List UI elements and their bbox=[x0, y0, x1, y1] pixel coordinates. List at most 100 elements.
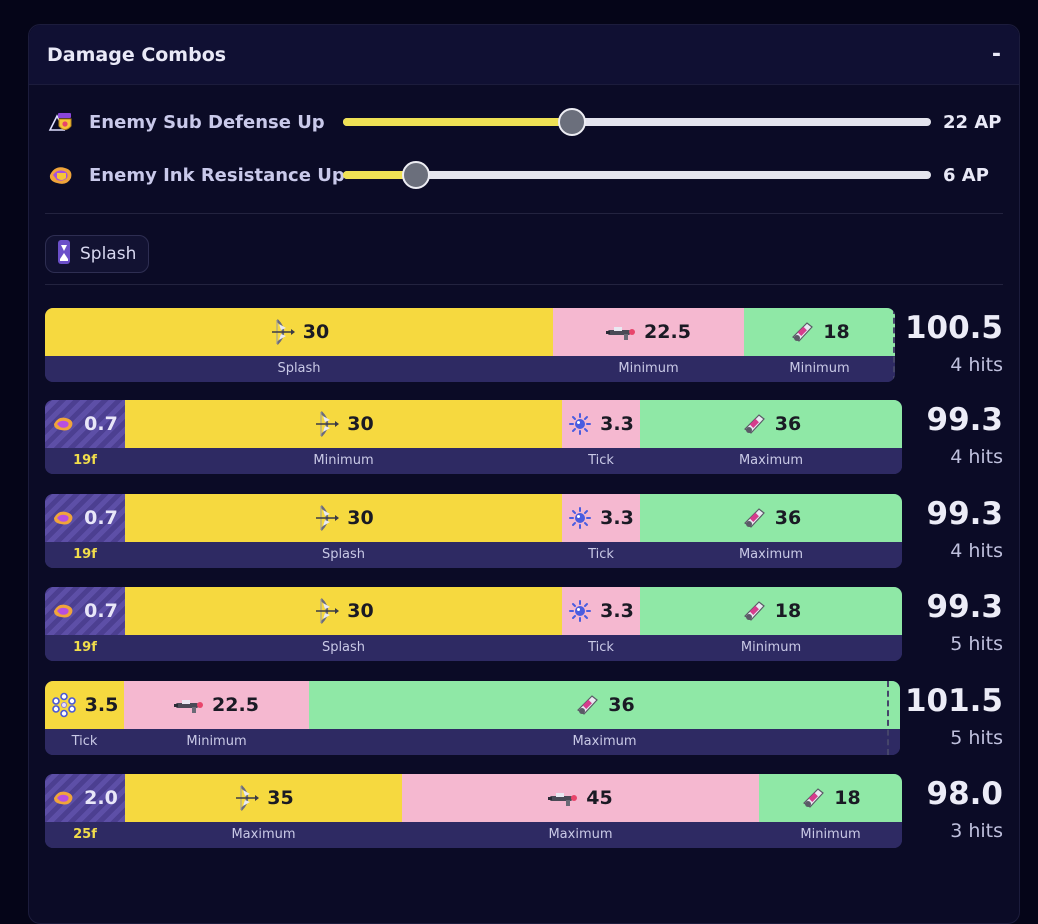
segment-value-area: 30 bbox=[125, 494, 562, 542]
bow-weapon-icon bbox=[313, 410, 340, 438]
splash-filter-chip[interactable]: Splash bbox=[45, 235, 150, 273]
combo-segment: 30 Minimum bbox=[125, 400, 562, 474]
combo-row: 0.7 19f 30 Splash 3.3 Tick 18 Minimum 99.3 5 hits bbox=[45, 587, 1003, 663]
segment-label: Tick bbox=[562, 635, 640, 661]
combo-segment: 36 Maximum bbox=[309, 681, 900, 755]
segment-damage-value: 30 bbox=[347, 600, 374, 622]
combo-segment: 3.5 Tick bbox=[45, 681, 124, 755]
segment-value-area: 30 bbox=[125, 587, 562, 635]
segment-label: 19f bbox=[45, 448, 125, 474]
splash-icon bbox=[56, 239, 72, 269]
combo-row: 30 Splash 22.5 Minimum 18 Minimum 100.5 4 hits bbox=[45, 308, 1003, 384]
combo-total-damage: 101.5 bbox=[904, 683, 1003, 719]
slider-label: Enemy Sub Defense Up bbox=[89, 111, 325, 133]
combo-segment: 18 Minimum bbox=[744, 308, 895, 382]
segment-label: Splash bbox=[45, 356, 553, 382]
segment-damage-value: 18 bbox=[774, 600, 802, 622]
combo-segment: 3.3 Tick bbox=[562, 587, 640, 661]
combo-segment: 0.7 19f bbox=[45, 400, 125, 474]
segment-damage-value: 36 bbox=[774, 413, 802, 435]
combo-total-damage: 99.3 bbox=[926, 589, 1004, 625]
slider-label: Enemy Ink Resistance Up bbox=[89, 164, 345, 186]
segment-value-area: 2.0 bbox=[45, 774, 125, 822]
segment-value-area: 36 bbox=[640, 494, 902, 542]
segment-value-area: 22.5 bbox=[124, 681, 309, 729]
panel-header[interactable]: Damage Combos - bbox=[29, 25, 1019, 85]
combo-hit-count: 4 hits bbox=[950, 446, 1003, 468]
segment-damage-value: 22.5 bbox=[644, 321, 691, 343]
segment-label: 19f bbox=[45, 635, 125, 661]
bubble-ring-icon bbox=[51, 692, 77, 718]
segment-damage-value: 3.5 bbox=[84, 694, 119, 716]
segment-label: Maximum bbox=[640, 542, 902, 568]
segment-value-area: 30 bbox=[45, 308, 553, 356]
combo-hit-count: 4 hits bbox=[950, 354, 1003, 376]
rifle-weapon-icon bbox=[548, 787, 578, 809]
toxic-mist-icon bbox=[568, 412, 592, 436]
segment-value-area: 0.7 bbox=[45, 400, 125, 448]
slider-thumb[interactable] bbox=[558, 108, 586, 136]
damage-combos-panel: Damage Combos - Enemy Sub Defense Up 22 … bbox=[28, 24, 1020, 924]
segment-label: Minimum bbox=[744, 356, 895, 382]
blaster-weapon-icon bbox=[741, 505, 767, 531]
ink-damage-icon bbox=[52, 601, 76, 621]
segment-value-area: 3.5 bbox=[45, 681, 124, 729]
segment-label: Tick bbox=[562, 448, 640, 474]
combo-bar: 3.5 Tick 22.5 Minimum 36 Maximum bbox=[45, 681, 900, 755]
segment-damage-value: 35 bbox=[267, 787, 294, 809]
combo-total-damage: 99.3 bbox=[926, 496, 1004, 532]
segment-value-area: 36 bbox=[640, 400, 902, 448]
combo-segment: 36 Maximum bbox=[640, 494, 902, 568]
combo-bar: 0.7 19f 30 Splash 3.3 Tick 18 Minimum bbox=[45, 587, 902, 661]
chip-label: Splash bbox=[80, 244, 137, 264]
slider-fill bbox=[343, 118, 572, 126]
combo-segment: 3.3 Tick bbox=[562, 400, 640, 474]
combo-segment: 3.3 Tick bbox=[562, 494, 640, 568]
panel-title: Damage Combos bbox=[47, 43, 227, 66]
slider-value: 22 AP bbox=[943, 111, 1002, 133]
combo-hit-count: 3 hits bbox=[950, 820, 1003, 842]
combo-row: 2.0 25f 35 Maximum 45 Maximum 18 Minimum 98.0 3 h… bbox=[45, 774, 1003, 850]
combo-bar: 2.0 25f 35 Maximum 45 Maximum 18 Minimum bbox=[45, 774, 902, 848]
segment-damage-value: 22.5 bbox=[212, 694, 259, 716]
combo-segment: 18 Minimum bbox=[759, 774, 902, 848]
ink-resistance-slider[interactable] bbox=[343, 161, 931, 189]
combo-row: 0.7 19f 30 Minimum 3.3 Tick 36 Maximum 99.3 4 hit… bbox=[45, 400, 1003, 476]
combo-total-damage: 100.5 bbox=[904, 310, 1003, 346]
toxic-mist-icon bbox=[568, 506, 592, 530]
blaster-weapon-icon bbox=[741, 411, 767, 437]
collapse-button[interactable]: - bbox=[991, 42, 1001, 67]
one-shot-threshold-marker bbox=[893, 308, 895, 382]
segment-value-area: 30 bbox=[125, 400, 562, 448]
slider-thumb[interactable] bbox=[402, 161, 430, 189]
segment-value-area: 22.5 bbox=[553, 308, 744, 356]
combo-hit-count: 5 hits bbox=[950, 727, 1003, 749]
segment-label: Tick bbox=[562, 542, 640, 568]
segment-value-area: 0.7 bbox=[45, 587, 125, 635]
segment-damage-value: 3.3 bbox=[600, 413, 634, 435]
segment-value-area: 36 bbox=[309, 681, 900, 729]
rifle-weapon-icon bbox=[606, 321, 636, 343]
segment-label: Maximum bbox=[640, 448, 902, 474]
segment-value-area: 18 bbox=[744, 308, 895, 356]
combo-row: 3.5 Tick 22.5 Minimum 36 Maximum 101.5 5 hits bbox=[45, 681, 1003, 757]
combo-segment: 22.5 Minimum bbox=[124, 681, 309, 755]
toxic-mist-icon bbox=[568, 599, 592, 623]
segment-damage-value: 0.7 bbox=[84, 600, 118, 622]
combo-total-damage: 99.3 bbox=[926, 402, 1004, 438]
segment-label: 19f bbox=[45, 542, 125, 568]
segment-label: Maximum bbox=[402, 822, 759, 848]
bow-weapon-icon bbox=[313, 504, 340, 532]
ink-damage-icon bbox=[52, 414, 76, 434]
segment-value-area: 3.3 bbox=[562, 587, 640, 635]
segment-damage-value: 18 bbox=[834, 787, 861, 809]
sub-defense-up-icon bbox=[47, 108, 75, 136]
segment-label: Minimum bbox=[124, 729, 309, 755]
sub-defense-slider[interactable] bbox=[343, 108, 931, 136]
combo-row: 0.7 19f 30 Splash 3.3 Tick 36 Maximum 99.3 4 hits bbox=[45, 494, 1003, 570]
segment-value-area: 18 bbox=[759, 774, 902, 822]
segment-damage-value: 36 bbox=[774, 507, 802, 529]
segment-value-area: 35 bbox=[125, 774, 402, 822]
segment-value-area: 3.3 bbox=[562, 494, 640, 542]
combo-segment: 30 Splash bbox=[125, 587, 562, 661]
